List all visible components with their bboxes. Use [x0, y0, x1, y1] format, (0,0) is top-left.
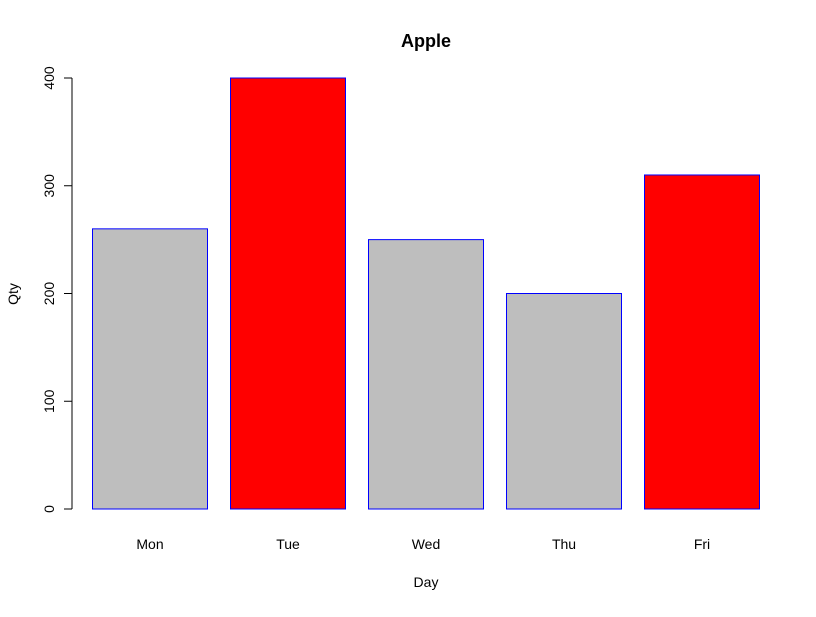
x-tick-label: Thu: [552, 536, 576, 552]
bars-group: [92, 77, 760, 510]
x-tick-label: Wed: [412, 536, 441, 552]
y-tick-label: 400: [41, 66, 57, 90]
x-axis-label: Day: [414, 574, 439, 590]
y-tick-label: 200: [41, 282, 57, 306]
y-axis-label: Qty: [5, 283, 21, 305]
y-tick-label: 0: [41, 505, 57, 513]
y-tick-label: 300: [41, 174, 57, 198]
x-tick-label: Fri: [694, 536, 710, 552]
x-tick-labels: Mon Tue Wed Thu Fri: [136, 536, 710, 552]
bar-mon: [92, 228, 208, 510]
bar-thu: [506, 293, 622, 510]
bar-wed: [368, 239, 484, 510]
y-tick-label: 100: [41, 389, 57, 413]
bar-fri: [644, 174, 760, 510]
chart-title: Apple: [401, 31, 451, 51]
y-axis: 0 100 200 300 400: [41, 66, 73, 513]
x-tick-label: Tue: [276, 536, 300, 552]
bar-tue: [230, 77, 346, 510]
x-tick-label: Mon: [136, 536, 163, 552]
